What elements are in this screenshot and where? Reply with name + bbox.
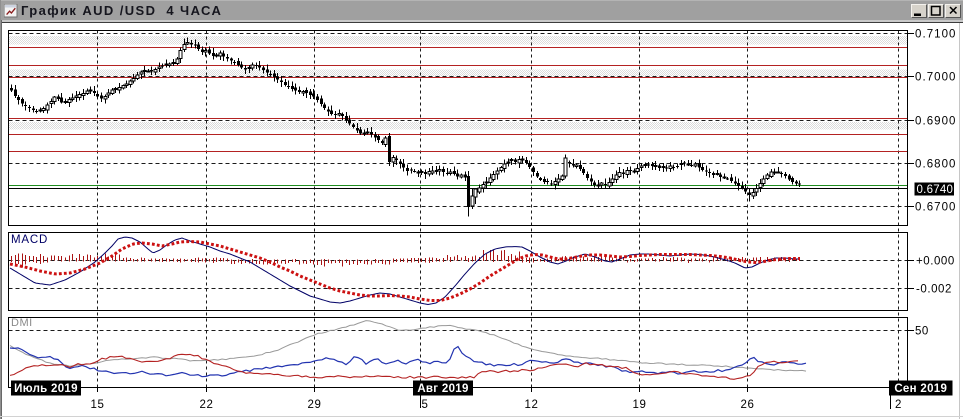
svg-text:DMI: DMI [11,317,33,329]
svg-text:15: 15 [91,399,105,411]
svg-text:MACD: MACD [11,234,48,246]
svg-text:0.7000: 0.7000 [915,72,956,84]
svg-text:0.6800: 0.6800 [915,159,956,171]
svg-text:22: 22 [200,399,214,411]
svg-text:0.7100: 0.7100 [915,29,956,41]
svg-text:0.6700: 0.6700 [915,202,956,214]
svg-text:Июль 2019: Июль 2019 [14,383,78,395]
svg-text:50: 50 [915,326,929,338]
svg-text:26: 26 [741,399,755,411]
svg-text:+0.000: +0.000 [916,256,955,268]
svg-text:19: 19 [633,399,647,411]
svg-text:0.6900: 0.6900 [915,116,956,128]
svg-text:0.6740: 0.6740 [917,184,954,196]
svg-text:5: 5 [422,399,429,411]
svg-text:Авг 2019: Авг 2019 [417,383,468,395]
svg-text:Сен 2019: Сен 2019 [894,383,947,395]
svg-text:12: 12 [525,399,539,411]
svg-text:-0.002: -0.002 [916,284,952,296]
svg-text:2: 2 [895,399,902,411]
svg-text:29: 29 [308,399,322,411]
